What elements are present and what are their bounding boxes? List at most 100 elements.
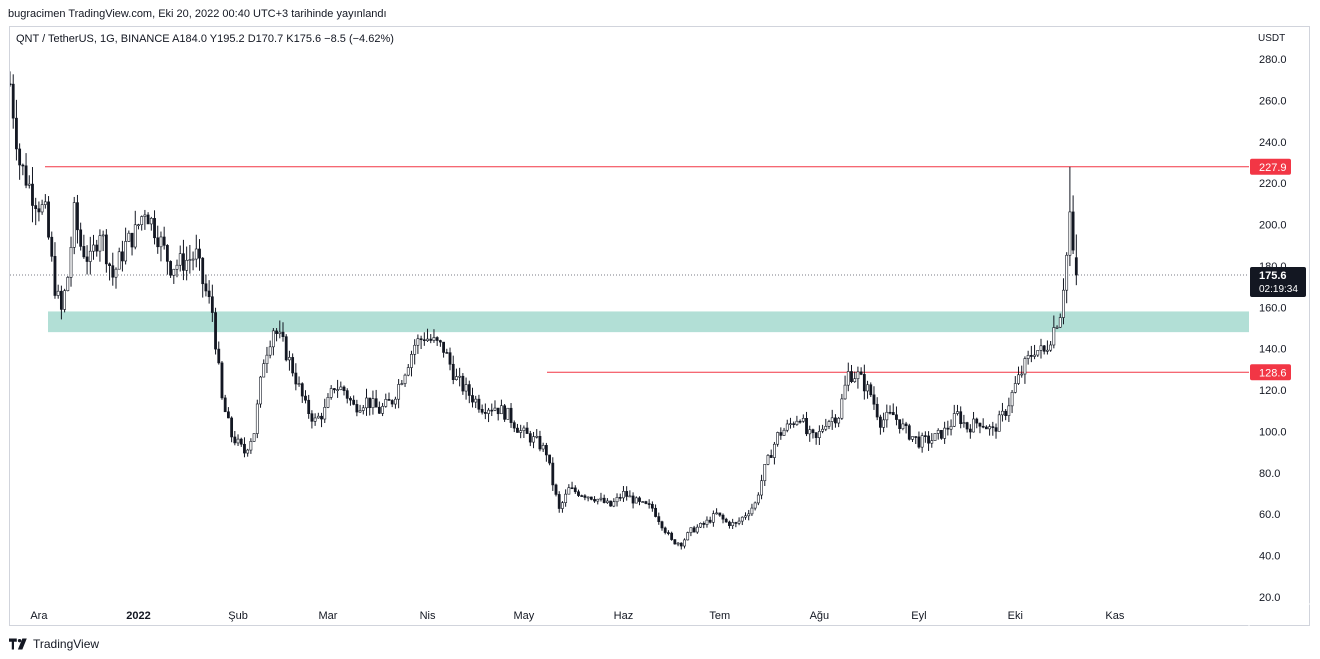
candle-body [37, 208, 41, 213]
candle-body [329, 388, 333, 398]
candle-body [59, 290, 63, 310]
candle-body [419, 338, 423, 341]
footer[interactable]: TradingView [9, 637, 99, 651]
candle-body [869, 384, 873, 396]
candle-body [718, 512, 722, 516]
candle-body [98, 235, 102, 252]
x-tick-label: Haz [614, 610, 634, 622]
candle-body [763, 464, 767, 482]
candle-body [480, 408, 484, 413]
candle-body [952, 413, 956, 427]
candle-body [798, 420, 802, 423]
candle-body [15, 117, 18, 150]
y-tick-label: 240.0 [1259, 137, 1287, 149]
candle-body [40, 204, 44, 213]
candle-body [233, 436, 237, 444]
candle-body [760, 480, 763, 496]
candle-body [705, 519, 709, 525]
candle-body [862, 374, 866, 392]
level-tag[interactable] [1250, 158, 1291, 175]
last-price-tag[interactable] [1250, 267, 1306, 298]
candle-body [464, 384, 468, 392]
candle-body [182, 253, 185, 271]
y-tick-label: 160.0 [1259, 302, 1287, 314]
candle-body [326, 397, 330, 408]
candle-body [551, 462, 555, 486]
candle-body [721, 514, 725, 520]
candle-body [108, 263, 111, 266]
candle-body [1026, 355, 1030, 359]
candle-body [416, 338, 420, 346]
candle-body [686, 532, 690, 541]
candle-body [535, 435, 539, 438]
candle-body [297, 383, 301, 385]
candle-body [573, 487, 577, 493]
candle-body [320, 415, 323, 420]
candle-body [172, 268, 176, 276]
candle-body [756, 494, 760, 504]
candle-body [104, 234, 108, 265]
candle-body [853, 378, 857, 382]
candle-body [882, 419, 886, 428]
candle-body [345, 390, 349, 399]
candle-body [840, 398, 844, 419]
candle-body [988, 426, 991, 430]
level-tag[interactable] [1250, 364, 1291, 381]
candle-body [496, 407, 500, 415]
candle-body [930, 440, 934, 444]
candle-body [201, 257, 205, 285]
tradingview-brand[interactable]: TradingView [33, 637, 100, 651]
candle-body [121, 251, 124, 262]
candle-body [432, 337, 436, 341]
candle-body [31, 183, 34, 206]
candle-body [776, 432, 780, 445]
candle-body [271, 330, 275, 348]
candle-body [477, 398, 481, 410]
candle-body [943, 427, 947, 439]
x-tick-label: Eki [1008, 610, 1023, 622]
candle-body [779, 432, 783, 436]
candle-body [82, 246, 86, 258]
candle-body [676, 542, 680, 545]
candle-body [230, 417, 234, 438]
candle-body [342, 386, 346, 391]
candle-body [358, 410, 362, 413]
candle-body [612, 501, 616, 507]
candle-body [249, 441, 253, 451]
candle-body [805, 418, 808, 435]
candle-body [1058, 317, 1062, 328]
candle-body [911, 436, 914, 440]
candle-body [403, 374, 407, 384]
candle-body [400, 383, 404, 385]
x-tick-label: Kas [1105, 610, 1124, 622]
chart-panel[interactable]: USDT 280.0 260.0 240.0 220.0 200.0 180.0 160.0 1… [9, 26, 1311, 627]
candle-body [660, 521, 664, 529]
candle-body [92, 244, 95, 252]
candle-body [194, 248, 198, 260]
candle-body [169, 261, 172, 276]
candle-body [901, 423, 905, 429]
candle-body [435, 337, 439, 341]
candle-body [352, 399, 356, 405]
candle-body [451, 363, 455, 380]
candle-body [111, 265, 115, 278]
candle-body [243, 443, 246, 454]
candle-body [53, 256, 57, 296]
candle-body [204, 283, 208, 292]
candle-body [808, 429, 812, 435]
candle-body [731, 522, 735, 526]
candle-body [959, 411, 963, 424]
candle-body [834, 417, 837, 424]
price-chart[interactable]: USDT280.0260.0240.0220.0200.0180.0160.01… [10, 27, 1311, 627]
candle-body [1052, 327, 1056, 346]
y-tick-label: 260.0 [1259, 95, 1287, 107]
candle-body [27, 183, 31, 186]
candle-body [332, 388, 336, 391]
x-tick-label: Eyl [911, 610, 926, 622]
candle-body [207, 290, 211, 298]
candle-body [288, 357, 291, 361]
candle-body [117, 251, 121, 270]
candle-body [438, 340, 442, 343]
candle-body [795, 420, 799, 425]
candle-body [888, 411, 892, 414]
